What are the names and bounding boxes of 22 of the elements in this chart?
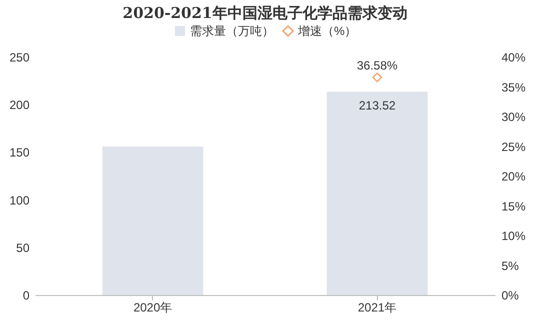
y-tick-label: 150	[9, 146, 30, 160]
y-tick-label: 200	[9, 98, 30, 112]
y2-tick-label: 30%	[502, 110, 526, 124]
data-label: 213.52	[358, 98, 396, 113]
y-tick-label: 100	[9, 193, 30, 208]
x-tick-label: 2020年	[133, 300, 172, 314]
y2-tick-label: 20%	[502, 170, 526, 184]
y2-tick-label: 0%	[502, 288, 520, 302]
chart-title: 2020-2021年中国湿电子化学品需求变动	[122, 4, 408, 22]
y2-tick-label: 5%	[502, 258, 520, 273]
y-tick-label: 250	[9, 50, 30, 64]
y2-tick-label: 35%	[502, 80, 526, 94]
y2-tick-label: 10%	[502, 229, 526, 243]
y-tick-label: 50	[16, 240, 30, 255]
y2-tick-label: 40%	[502, 50, 526, 64]
y2-tick-label: 15%	[502, 199, 526, 214]
x-tick-label: 2021年	[358, 300, 397, 314]
y-tick-label: 0	[22, 288, 30, 302]
y2-tick-label: 25%	[502, 140, 526, 154]
legend-label: 增速（%）	[297, 24, 357, 38]
data-label: 36.58%	[356, 58, 398, 72]
legend-label: 需求量（万吨）	[190, 24, 274, 38]
